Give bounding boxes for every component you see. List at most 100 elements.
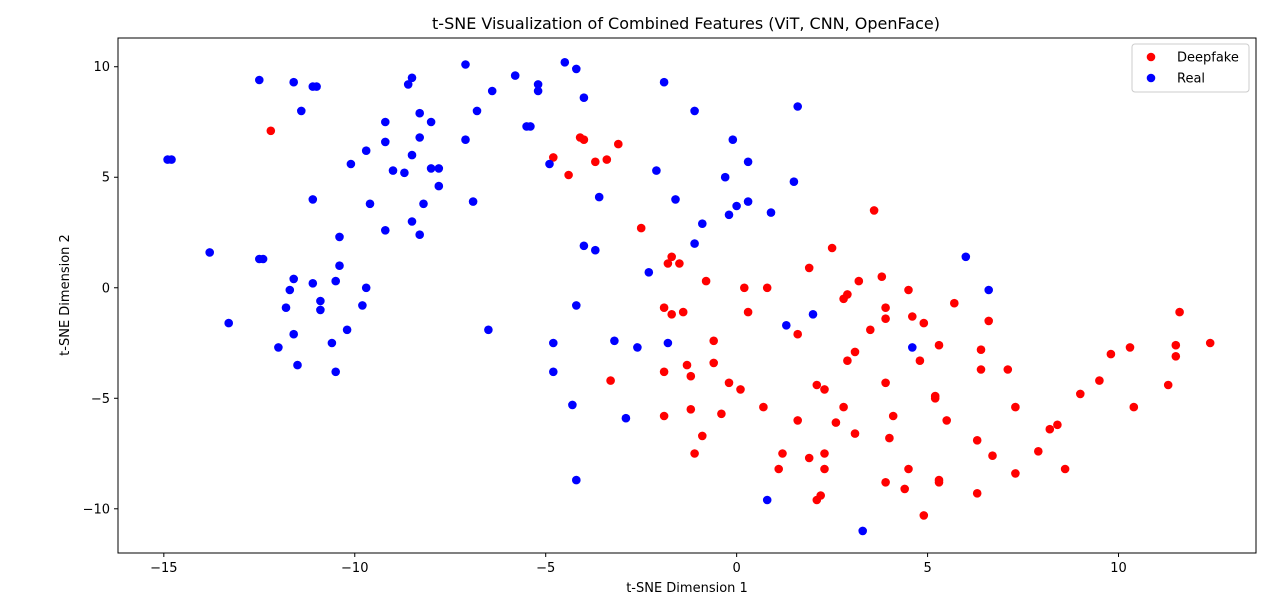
point-deepfake	[881, 303, 890, 313]
point-real	[342, 325, 352, 335]
point-real	[289, 274, 299, 284]
point-deepfake	[774, 464, 783, 474]
point-deepfake	[778, 449, 787, 458]
point-real	[205, 248, 214, 257]
point-real	[407, 150, 417, 160]
series-real	[163, 58, 993, 536]
point-real	[365, 199, 375, 209]
point-deepfake	[678, 307, 688, 317]
point-real	[908, 343, 917, 352]
x-tick-label: −5	[536, 561, 555, 576]
legend-marker-real	[1146, 73, 1156, 83]
point-real	[361, 146, 371, 155]
y-tick-label: 5	[102, 171, 110, 186]
point-real	[472, 106, 482, 116]
point-real	[361, 283, 371, 293]
point-deepfake	[885, 433, 894, 443]
point-deepfake	[908, 312, 917, 321]
point-real	[415, 133, 425, 142]
point-deepfake	[976, 365, 986, 374]
y-tick-label: −10	[83, 502, 110, 517]
point-real	[358, 301, 367, 310]
legend-marker-deepfake	[1146, 52, 1156, 62]
point-real	[434, 181, 444, 191]
point-deepfake	[740, 283, 749, 293]
point-real	[591, 245, 600, 255]
point-deepfake	[934, 340, 944, 350]
point-real	[572, 475, 581, 485]
point-real	[415, 108, 425, 118]
point-real	[793, 102, 802, 111]
point-deepfake	[881, 314, 890, 324]
point-real	[984, 285, 993, 295]
point-real	[698, 219, 707, 228]
point-deepfake	[1011, 469, 1020, 478]
point-real	[388, 166, 398, 175]
point-real	[461, 60, 470, 69]
point-deepfake	[972, 436, 982, 445]
point-deepfake	[659, 411, 669, 421]
point-real	[663, 338, 673, 348]
point-real	[510, 71, 520, 80]
point-real	[297, 106, 306, 116]
y-tick-label: 0	[102, 281, 110, 296]
point-real	[381, 117, 390, 127]
point-deepfake	[972, 489, 982, 498]
point-deepfake	[812, 495, 822, 505]
point-real	[331, 276, 341, 286]
point-deepfake	[636, 223, 646, 233]
point-deepfake	[1106, 349, 1116, 359]
point-real	[572, 301, 581, 310]
point-deepfake	[1175, 307, 1184, 317]
point-deepfake	[1053, 420, 1062, 430]
point-real	[289, 77, 299, 87]
point-real	[327, 338, 337, 348]
point-deepfake	[675, 259, 684, 268]
legend-label-deepfake: Deepfake	[1177, 51, 1239, 66]
point-real	[308, 279, 318, 288]
point-deepfake	[686, 405, 696, 414]
y-tick-label: −5	[91, 392, 110, 407]
point-deepfake	[1060, 464, 1070, 474]
y-axis-ticks: −10 −5 0 5 10	[83, 60, 118, 517]
point-real	[434, 164, 444, 173]
point-real	[789, 177, 799, 186]
point-real	[652, 166, 661, 175]
point-real	[312, 82, 321, 91]
point-deepfake	[1034, 447, 1043, 456]
point-real	[426, 164, 436, 173]
point-real	[549, 367, 558, 377]
point-real	[961, 252, 971, 262]
point-real	[610, 336, 619, 346]
point-deepfake	[762, 283, 772, 293]
point-deepfake	[839, 402, 848, 412]
point-real	[274, 343, 283, 352]
point-real	[403, 80, 413, 89]
point-real	[258, 254, 268, 264]
point-deepfake	[266, 126, 276, 136]
point-deepfake	[812, 380, 822, 390]
legend-box	[1131, 43, 1250, 93]
point-deepfake	[606, 376, 615, 385]
point-real	[426, 117, 436, 127]
point-real	[254, 75, 264, 85]
chart-title: t-SNE Visualization of Combined Features…	[432, 14, 940, 33]
point-real	[762, 495, 772, 505]
point-real	[572, 64, 581, 74]
point-deepfake	[942, 416, 951, 425]
point-deepfake	[950, 298, 959, 308]
point-deepfake	[1125, 343, 1135, 352]
point-real	[281, 303, 291, 313]
point-deepfake	[904, 285, 913, 295]
point-deepfake	[591, 157, 600, 167]
point-deepfake	[709, 336, 718, 346]
x-tick-label: −10	[341, 561, 368, 576]
point-real	[671, 195, 680, 204]
plot-frame	[117, 37, 1257, 554]
point-real	[487, 86, 497, 96]
point-deepfake	[915, 356, 925, 366]
point-deepfake	[667, 252, 676, 262]
point-deepfake	[820, 464, 829, 474]
point-deepfake	[850, 429, 860, 438]
point-real	[545, 159, 554, 169]
